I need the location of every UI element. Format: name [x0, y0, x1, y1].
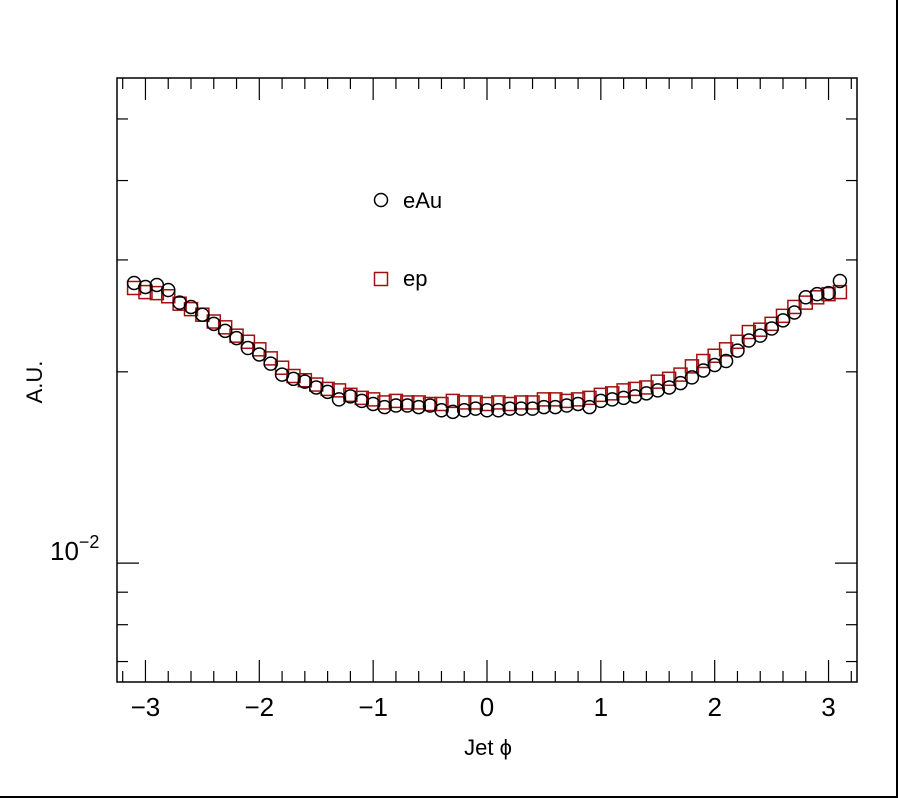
eAu-point [331, 392, 347, 407]
x-tick-label: 0 [480, 692, 494, 722]
eAu-point [752, 328, 768, 343]
x-tick-label: −2 [244, 692, 274, 722]
eAu-point [502, 401, 518, 416]
ep-point [445, 393, 461, 409]
eAu-point [445, 404, 461, 420]
ep-point [536, 392, 552, 407]
x-tick-label: 1 [594, 692, 608, 722]
plot-area [116, 77, 858, 683]
eAu-point [718, 353, 734, 369]
eAu-point [809, 286, 825, 302]
ep-point [434, 396, 449, 412]
eAu-point [456, 403, 472, 418]
ep-point [548, 392, 563, 407]
eAu-point [160, 282, 176, 298]
x-tick-label: −1 [358, 692, 388, 722]
ep-point [798, 295, 814, 310]
legend-marker-ep [373, 271, 389, 287]
ep-point [832, 284, 848, 300]
ep-point [126, 280, 142, 296]
ep-point [331, 383, 347, 398]
ep-point [730, 334, 745, 350]
ep-point [513, 395, 529, 410]
x-axis-title: Jet ϕ [464, 735, 512, 760]
eAu-point [650, 383, 666, 398]
ep-point [456, 395, 472, 410]
eAu-point [252, 347, 267, 362]
eAu-point [730, 343, 745, 358]
eAu-point [183, 299, 199, 315]
eAu-point [263, 356, 278, 371]
eAu-point [582, 399, 597, 415]
eAu-point [525, 401, 540, 416]
eAu-point [195, 307, 210, 322]
eAu-point [411, 399, 426, 415]
ep-point [650, 374, 666, 389]
y-tick-label-1e-2: 10−2 [50, 532, 99, 566]
y-axis-title: A.U. [22, 361, 47, 404]
eAu-point [491, 403, 506, 418]
series-eAu [126, 273, 848, 420]
eAu-point [775, 313, 791, 328]
x-axis-ticks [122, 78, 852, 682]
eAu-point [548, 399, 563, 415]
eAu-point [388, 398, 404, 413]
eAu-point [639, 386, 654, 401]
eAu-point [434, 403, 449, 418]
ep-point [138, 284, 153, 300]
eAu-point [764, 321, 779, 336]
eAu-point [297, 374, 313, 389]
eAu-point [696, 363, 711, 378]
series-ep [126, 280, 848, 412]
ep-point [616, 383, 631, 398]
eAu-point [286, 371, 301, 387]
ep-point [582, 390, 597, 406]
eAu-point [377, 399, 392, 415]
ep-point [160, 289, 176, 304]
ep-point [252, 342, 267, 357]
legend-label-eAu: eAu [403, 188, 442, 213]
eAu-point [616, 390, 631, 406]
ep-point [673, 367, 688, 382]
eAu-point [513, 401, 529, 416]
eAu-point [320, 384, 335, 400]
ep-point [718, 342, 734, 357]
eAu-point [479, 403, 495, 418]
eAu-point [229, 330, 244, 346]
ep-point [365, 392, 381, 407]
eAu-point [240, 340, 256, 356]
ep-point [570, 392, 586, 407]
eAu-point [673, 375, 688, 391]
x-tick-label: −3 [131, 692, 161, 722]
eAu-point [206, 316, 222, 332]
eAu-point [217, 323, 233, 339]
ep-point [468, 395, 483, 410]
eAu-point [604, 392, 620, 407]
legend-marker-eAu [373, 192, 389, 208]
eAu-point [593, 393, 609, 409]
eAu-point [559, 398, 574, 413]
x-tick-label: 3 [821, 692, 835, 722]
y-tick-label-exponent: −2 [79, 532, 100, 552]
legend: eAu ep [373, 188, 442, 291]
eAu-point [400, 398, 415, 413]
eAu-point [138, 279, 153, 295]
ep-point [491, 395, 506, 410]
y-axis-ticks [117, 118, 857, 663]
eAu-point [536, 399, 552, 415]
ep-point [787, 299, 802, 315]
x-axis-tick-labels: −3 −2 −1 0 1 2 3 [131, 692, 836, 722]
eAu-point [468, 401, 483, 416]
x-tick-label: 2 [707, 692, 721, 722]
legend-label-ep: ep [403, 266, 427, 291]
eAu-point [627, 389, 643, 404]
eAu-point [832, 273, 848, 289]
eAu-point [787, 305, 802, 320]
eAu-point [821, 285, 836, 301]
y-tick-label-base: 10 [50, 536, 79, 566]
eAu-point [684, 370, 700, 385]
